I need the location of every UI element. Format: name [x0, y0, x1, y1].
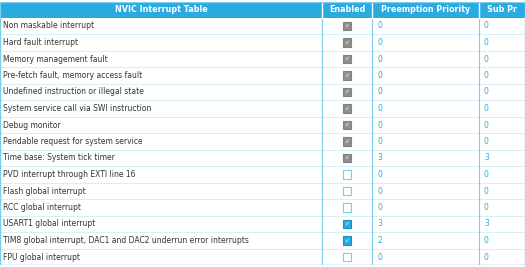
Bar: [0, 232, 525, 249]
Text: 0: 0: [377, 170, 382, 179]
Bar: [0, 183, 525, 199]
Text: RCC global interrupt: RCC global interrupt: [3, 203, 81, 212]
Text: ✓: ✓: [344, 139, 350, 144]
Text: ✓: ✓: [344, 89, 350, 95]
Text: 3: 3: [377, 154, 382, 163]
Text: 0: 0: [484, 71, 489, 80]
Bar: [343, 236, 351, 245]
Text: 0: 0: [377, 54, 382, 64]
Text: 3: 3: [484, 219, 489, 229]
Bar: [343, 220, 351, 228]
Text: ✓: ✓: [344, 123, 350, 128]
Bar: [0, 84, 525, 100]
Text: 0: 0: [484, 88, 489, 96]
Text: Flash global interrupt: Flash global interrupt: [3, 187, 86, 195]
Text: System service call via SWI instruction: System service call via SWI instruction: [3, 104, 151, 113]
Text: Non maskable interrupt: Non maskable interrupt: [3, 22, 94, 30]
Text: ✓: ✓: [344, 222, 350, 226]
Text: Pre-fetch fault, memory access fault: Pre-fetch fault, memory access fault: [3, 71, 142, 80]
Bar: [343, 55, 351, 63]
Text: Preemption Priority: Preemption Priority: [381, 5, 470, 14]
Bar: [343, 71, 351, 80]
Bar: [0, 51, 525, 67]
Text: Enabled: Enabled: [329, 5, 365, 14]
Bar: [0, 67, 525, 84]
Bar: [322, 2, 372, 18]
Text: Memory management fault: Memory management fault: [3, 54, 108, 64]
Text: 0: 0: [377, 22, 382, 30]
Text: TIM8 global interrupt, DAC1 and DAC2 underrun error interrupts: TIM8 global interrupt, DAC1 and DAC2 und…: [3, 236, 249, 245]
Text: 0: 0: [484, 253, 489, 261]
Bar: [0, 100, 525, 117]
Text: NVIC Interrupt Table: NVIC Interrupt Table: [114, 5, 207, 14]
Bar: [0, 117, 525, 133]
Bar: [0, 166, 525, 183]
Text: 0: 0: [484, 137, 489, 146]
Text: ✓: ✓: [344, 106, 350, 111]
Text: 3: 3: [377, 219, 382, 229]
Text: 3: 3: [484, 154, 489, 163]
Text: 0: 0: [377, 88, 382, 96]
Bar: [343, 253, 351, 261]
Bar: [479, 2, 525, 18]
Text: 0: 0: [484, 170, 489, 179]
Bar: [0, 249, 525, 265]
Text: Hard fault interrupt: Hard fault interrupt: [3, 38, 78, 47]
Bar: [343, 121, 351, 129]
Text: Pendable request for system service: Pendable request for system service: [3, 137, 143, 146]
Bar: [343, 38, 351, 47]
Text: 0: 0: [377, 38, 382, 47]
Text: 0: 0: [484, 22, 489, 30]
Bar: [343, 104, 351, 113]
Text: ✓: ✓: [344, 40, 350, 45]
Text: ✓: ✓: [344, 155, 350, 160]
Text: 0: 0: [484, 54, 489, 64]
Text: 0: 0: [377, 203, 382, 212]
Bar: [0, 18, 525, 34]
Text: 2: 2: [377, 236, 382, 245]
Bar: [343, 22, 351, 30]
Bar: [0, 216, 525, 232]
Text: 0: 0: [377, 187, 382, 195]
Bar: [343, 203, 351, 212]
Text: 0: 0: [377, 104, 382, 113]
Text: ✓: ✓: [344, 23, 350, 29]
Text: ✓: ✓: [344, 238, 350, 243]
Text: 0: 0: [484, 120, 489, 129]
Text: Time base: System tick timer: Time base: System tick timer: [3, 154, 115, 163]
Text: USART1 global interrupt: USART1 global interrupt: [3, 219, 96, 229]
Bar: [0, 34, 525, 51]
Text: 0: 0: [377, 137, 382, 146]
Text: Debug monitor: Debug monitor: [3, 120, 60, 129]
Text: 0: 0: [484, 236, 489, 245]
Text: 0: 0: [484, 187, 489, 195]
Bar: [343, 137, 351, 146]
Bar: [372, 2, 479, 18]
Bar: [0, 2, 322, 18]
Bar: [343, 187, 351, 195]
Text: Undefined instruction or illegal state: Undefined instruction or illegal state: [3, 88, 144, 96]
Text: 0: 0: [377, 120, 382, 129]
Text: 0: 0: [377, 253, 382, 261]
Bar: [343, 170, 351, 179]
Text: 0: 0: [484, 104, 489, 113]
Bar: [343, 154, 351, 162]
Text: ✓: ✓: [344, 73, 350, 78]
Text: PVD interrupt through EXTI line 16: PVD interrupt through EXTI line 16: [3, 170, 135, 179]
Text: 0: 0: [484, 38, 489, 47]
Bar: [0, 150, 525, 166]
Text: 0: 0: [484, 203, 489, 212]
Bar: [0, 133, 525, 150]
Text: 0: 0: [377, 71, 382, 80]
Text: Sub Pr: Sub Pr: [487, 5, 517, 14]
Bar: [343, 88, 351, 96]
Text: ✓: ✓: [344, 57, 350, 61]
Bar: [0, 199, 525, 216]
Text: FPU global interrupt: FPU global interrupt: [3, 253, 80, 261]
